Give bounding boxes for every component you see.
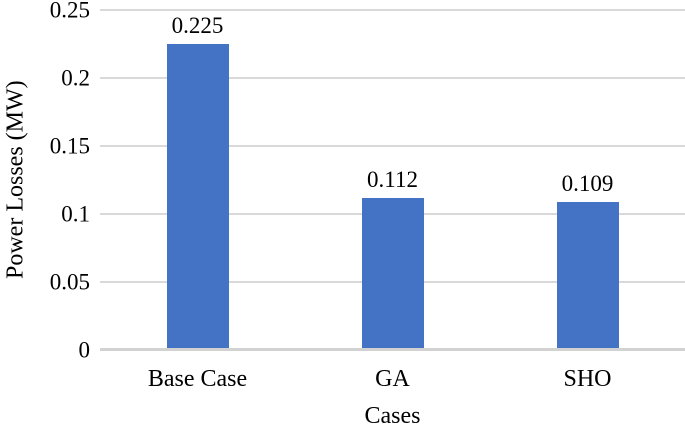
y-tick-label: 0.25 [49,0,90,23]
bar-group: 0.112 [323,168,463,350]
y-tick-label: 0 [78,337,91,363]
gridline [100,9,685,11]
bar [166,44,229,350]
gridline [100,145,685,147]
bar-group: 0.109 [518,172,658,350]
y-tick-label: 0.2 [61,65,90,91]
x-axis-title: Cases [364,403,421,429]
gridline [100,77,685,79]
x-category-label: Base Case [147,366,248,392]
bar-group: 0.225 [128,14,268,350]
y-axis-title: Power Losses (MW) [2,80,29,280]
plot-area: 0.225 0.112 0.109 [100,9,685,351]
x-axis-line [100,348,685,351]
x-category-label: SHO [563,366,612,392]
y-tick-label: 0.15 [49,133,90,159]
x-category-label: GA [375,366,410,392]
bar-value-label: 0.225 [171,13,224,38]
bar [556,201,619,350]
y-tick-label: 0.1 [61,201,90,227]
bar-value-label: 0.109 [561,170,614,196]
bar [361,197,424,350]
bar-value-label: 0.112 [367,166,418,192]
y-tick-label: 0.05 [49,269,90,295]
